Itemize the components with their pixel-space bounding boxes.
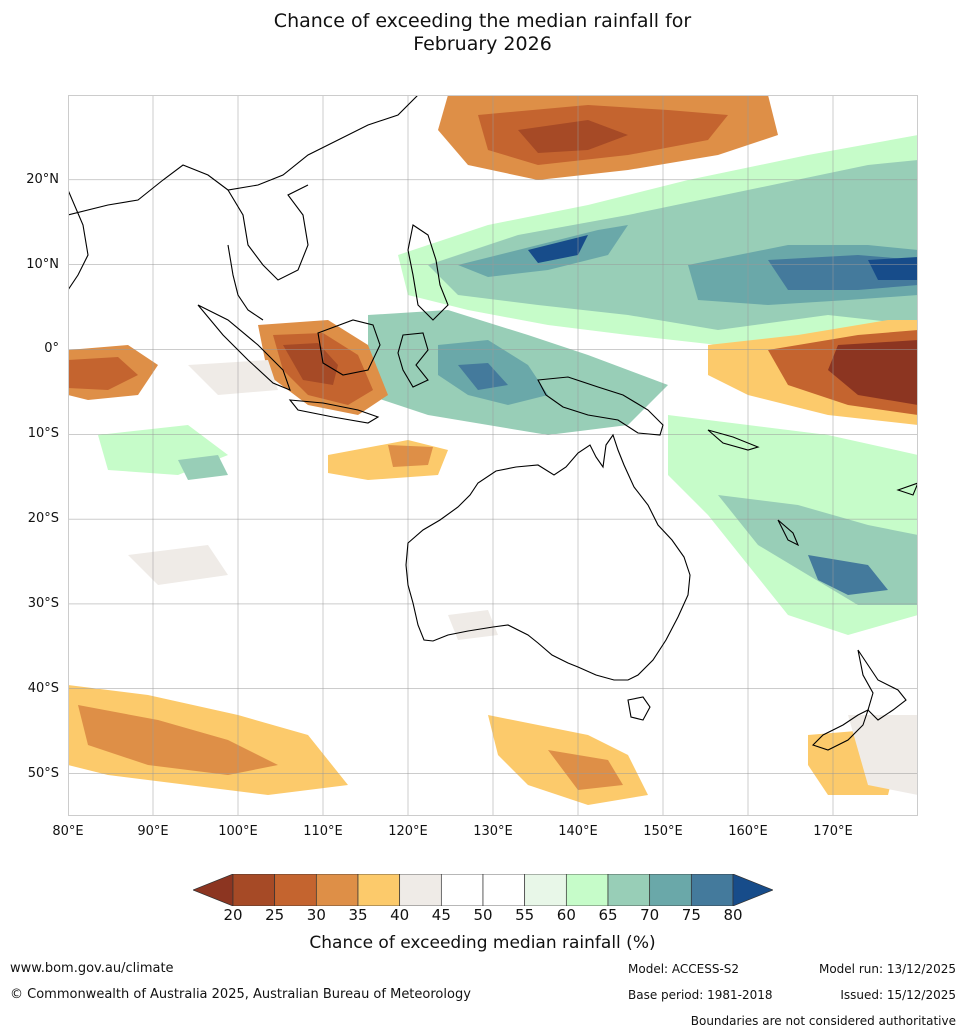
wet-pacific-south-strong — [808, 555, 888, 595]
issued-date: Issued: 15/12/2025 — [840, 988, 956, 1002]
longitude-label: 160°E — [728, 824, 768, 839]
copyright-text: © Commonwealth of Australia 2025, Austra… — [10, 987, 471, 1002]
longitude-label: 80°E — [52, 824, 84, 839]
colorbar-tick-label: 80 — [723, 906, 743, 924]
colorbar — [192, 873, 774, 907]
solomon-islands-coastline — [707, 429, 760, 451]
colorbar-segment — [357, 873, 401, 907]
colorbar-tick-label: 35 — [348, 906, 368, 924]
colorbar-tick-label: 45 — [431, 906, 451, 924]
longitude-label: 100°E — [218, 824, 258, 839]
colorbar-segment — [232, 873, 276, 907]
colorbar-tick-label: 40 — [390, 906, 410, 924]
latitude-label: 40°S — [27, 680, 59, 696]
new-zealand-north-coastline — [857, 649, 907, 721]
colorbar-tick-label: 25 — [265, 906, 285, 924]
malay-peninsula-coastline — [227, 244, 264, 321]
longitude-label: 120°E — [388, 824, 428, 839]
colorbar-tick-label: 70 — [640, 906, 660, 924]
colorbar-tick-label: 50 — [473, 906, 493, 924]
latitude-label: 20°S — [27, 511, 59, 527]
latitude-label: 10°S — [27, 426, 59, 442]
dry-west-indian-core — [68, 357, 138, 390]
latitude-label: 0° — [44, 341, 59, 357]
colorbar-segment — [649, 873, 692, 907]
colorbar-tick-label: 55 — [515, 906, 535, 924]
title-line-1: Chance of exceeding the median rainfall … — [273, 10, 692, 32]
india-coastline — [68, 189, 89, 291]
dry-sumatra-core — [283, 343, 338, 385]
map-canvas — [68, 95, 918, 816]
wet-maritime-core — [458, 363, 508, 390]
latitude-label: 10°N — [26, 256, 59, 272]
latitude-label: 20°N — [26, 171, 59, 187]
colorbar-tick-label: 75 — [681, 906, 701, 924]
colorbar-under-arrow — [192, 873, 234, 907]
australia-coastline — [405, 433, 691, 681]
colorbar-tick-label: 20 — [223, 906, 243, 924]
new-guinea-coastline — [537, 376, 664, 436]
colorbar-segment — [690, 873, 734, 907]
borneo-coastline — [317, 319, 381, 376]
neutral-patch-1 — [188, 360, 278, 395]
wet-patch-indian-ocean-2 — [178, 455, 228, 480]
coastlines — [68, 95, 918, 751]
sulawesi-coastline — [397, 332, 429, 388]
dry-timor-sea-core — [388, 445, 433, 467]
vanuatu-fiji-coastline — [777, 482, 918, 547]
longitude-label: 90°E — [137, 824, 169, 839]
colorbar-segment — [482, 873, 526, 907]
dry-pacific-south-east — [848, 715, 918, 795]
model-name: Model: ACCESS-S2 — [628, 962, 740, 976]
colorbar-tick-label: 60 — [556, 906, 576, 924]
dry-equatorial-pacific-core — [828, 340, 918, 405]
model-run-date: Model run: 13/12/2025 — [818, 962, 956, 976]
wet-core-north-pacific — [528, 235, 588, 263]
colorbar-segment — [607, 873, 651, 907]
colorbar-label: Chance of exceeding median rainfall (%) — [309, 933, 656, 953]
colorbar-tick-label: 30 — [306, 906, 326, 924]
colorbar-segment — [524, 873, 567, 907]
dry-southern-ocean-central-core — [548, 750, 623, 790]
boundaries-disclaimer: Boundaries are not considered authoritat… — [690, 1014, 956, 1028]
map-grid — [68, 95, 918, 816]
longitude-label: 150°E — [643, 824, 683, 839]
latitude-label: 50°S — [27, 765, 59, 781]
longitude-label: 130°E — [473, 824, 513, 839]
base-period: Base period: 1981-2018 — [628, 988, 773, 1002]
latitude-label: 30°S — [27, 595, 59, 611]
map-frame — [68, 95, 918, 816]
longitude-label: 110°E — [303, 824, 343, 839]
probability-field — [68, 95, 918, 805]
asia-coastline — [68, 95, 419, 216]
new-zealand-south-coastline — [811, 708, 869, 751]
colorbar-segment — [440, 873, 484, 907]
wet-band-east-pacific-core — [868, 257, 918, 280]
tasmania-coastline — [627, 696, 651, 721]
longitude-label: 170°E — [813, 824, 853, 839]
dry-deep-philippine-sea — [518, 120, 628, 153]
colorbar-segment — [565, 873, 609, 907]
longitude-label: 140°E — [558, 824, 598, 839]
colorbar-segment — [274, 873, 317, 907]
sumatra-coastline — [197, 304, 291, 391]
colorbar-segment — [315, 873, 359, 907]
dry-southern-ocean-west-core — [78, 705, 278, 775]
website-link[interactable]: www.bom.gov.au/climate — [10, 961, 174, 976]
map-title: Chance of exceeding the median rainfall … — [0, 10, 965, 56]
colorbar-segment — [399, 873, 442, 907]
philippines-coastline — [407, 224, 449, 321]
java-coastline — [288, 399, 380, 424]
title-line-2: February 2026 — [413, 33, 552, 55]
colorbar-over-arrow — [732, 873, 774, 907]
rainfall-map — [68, 95, 918, 816]
indochina-coastline — [227, 184, 309, 281]
colorbar-graphic — [192, 873, 774, 907]
colorbar-tick-label: 65 — [598, 906, 618, 924]
